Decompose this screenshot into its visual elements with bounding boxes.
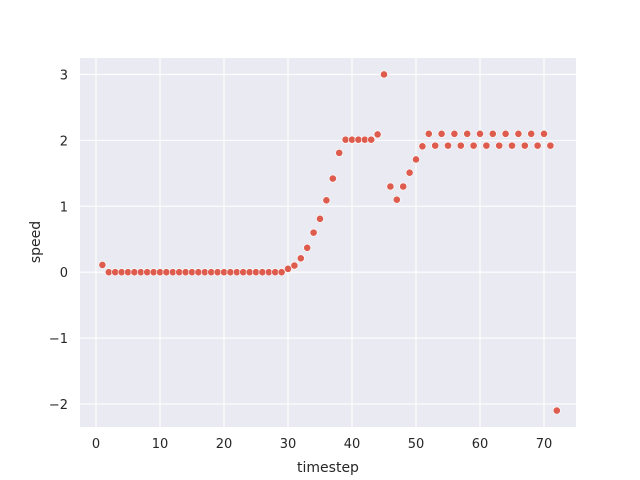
x-tick-label: 10 [152,437,169,452]
y-tick-label: 0 [60,266,68,281]
data-point [488,129,497,138]
data-point [399,182,408,191]
plot-background [80,58,576,427]
data-point [552,406,561,415]
y-tick-label: 3 [60,68,68,83]
data-point [424,129,433,138]
data-point [456,141,465,150]
data-point [437,129,446,138]
data-point [546,141,555,150]
data-point [392,195,401,204]
x-tick-label: 50 [408,437,425,452]
data-point [380,70,388,79]
data-point [533,141,542,150]
y-tick-labels: −2 −1 0 1 2 3 [49,68,68,412]
data-point [482,141,491,150]
data-point [290,261,299,270]
y-tick-label: −1 [49,332,68,347]
data-point [328,174,337,183]
data-point [284,264,292,273]
x-tick-label: 0 [92,437,100,452]
data-point [405,168,414,177]
data-point [98,261,107,269]
data-point [444,141,452,150]
x-tick-label: 60 [472,437,489,452]
data-point [501,129,510,138]
data-point [303,243,312,252]
data-point [373,130,382,139]
data-point [309,228,318,237]
data-point [335,148,344,157]
data-point [463,129,472,138]
data-point [527,129,536,138]
data-point [508,141,516,150]
data-points [98,70,561,415]
data-point [412,155,420,164]
data-point [540,129,548,138]
x-tick-label: 30 [280,437,297,452]
data-point [476,129,484,138]
data-point [469,141,478,150]
y-tick-label: 1 [60,200,68,215]
x-tick-label: 70 [536,437,553,452]
data-point [431,141,440,150]
data-point [495,141,504,150]
data-point [322,196,331,205]
x-tick-label: 40 [344,437,361,452]
data-point [450,129,459,138]
data-point [296,254,305,263]
y-axis-label: speed [28,221,44,263]
y-tick-label: 2 [60,134,68,149]
data-point [277,268,286,277]
y-tick-label: −2 [49,398,68,413]
data-point [520,141,529,150]
data-point [367,135,376,144]
x-tick-label: 20 [216,437,233,452]
data-point [386,182,395,191]
data-point [418,142,427,151]
data-point [514,129,523,138]
x-axis-label: timestep [297,460,359,476]
data-point [316,214,324,223]
x-tick-labels: 0 10 20 30 40 50 60 70 [92,437,552,452]
